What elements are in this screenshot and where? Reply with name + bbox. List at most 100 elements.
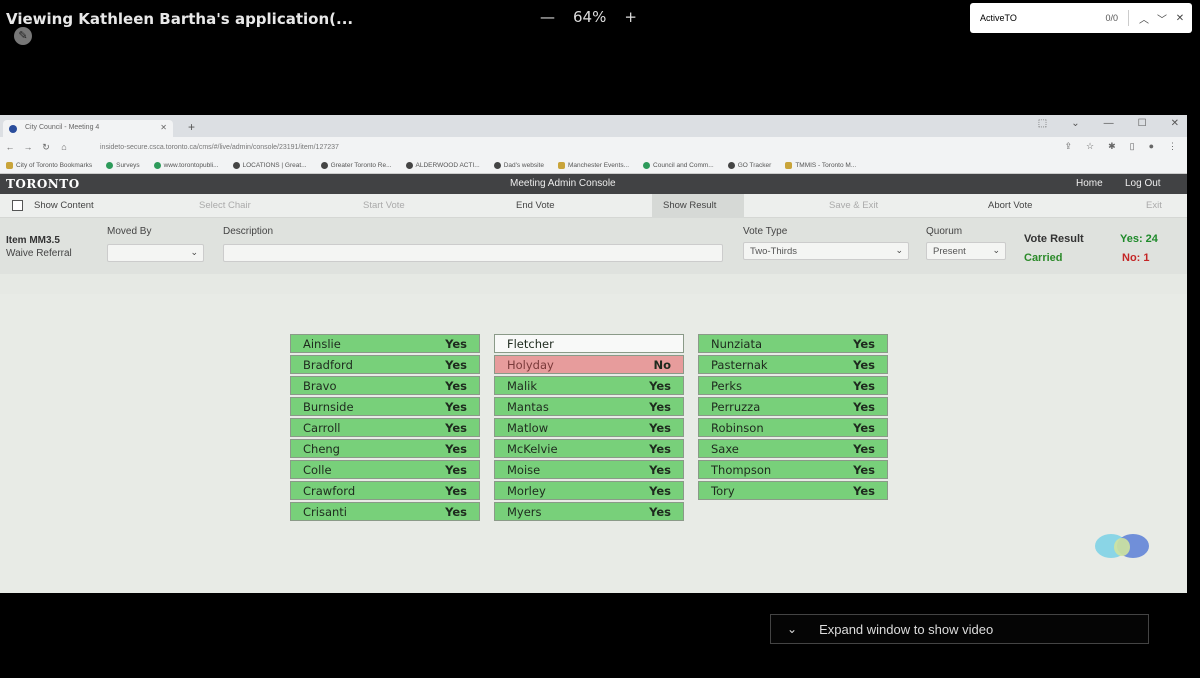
vote-value: Yes [853, 463, 875, 477]
annotate-icon[interactable]: ✎ [14, 27, 32, 45]
bookmark-star-icon[interactable]: ☆ [1085, 141, 1095, 151]
new-tab-icon[interactable]: + [188, 120, 196, 134]
councillor-vote-row: Cheng Yes [290, 439, 480, 458]
minimize-icon[interactable]: — [1103, 118, 1114, 129]
councillor-name: Burnside [303, 400, 354, 414]
extensions-icon[interactable]: ✱ [1108, 141, 1116, 151]
sidebar-icon[interactable]: ▯ [1129, 141, 1135, 151]
bookmark-item[interactable]: Greater Toronto Re... [320, 161, 392, 169]
show-content-checkbox[interactable] [12, 200, 23, 211]
url-field[interactable]: insideto-secure.csca.toronto.ca/cms/#/li… [100, 143, 339, 151]
bookmark-item[interactable]: Council and Comm... [643, 161, 714, 169]
councillor-name: Tory [711, 484, 735, 498]
reload-icon[interactable]: ↻ [42, 141, 50, 152]
close-icon[interactable]: ✕ [1175, 12, 1185, 24]
bookmark-item[interactable]: GO Tracker [727, 161, 771, 169]
exit-button[interactable]: Exit [1146, 200, 1162, 211]
zoom-out-button[interactable]: — [540, 8, 555, 26]
abort-vote-button[interactable]: Abort Vote [988, 200, 1033, 211]
councillor-name: Pasternak [711, 358, 768, 372]
vote-column-2: Fletcher Holyday No Malik Yes Mantas Yes Matlow… [494, 334, 684, 523]
address-bar: ← → ↻ ⌂ insideto-secure.csca.toronto.ca/… [0, 137, 1187, 157]
item-number: Item MM3.5 [6, 235, 60, 246]
profile-icon[interactable]: ⬚ [1037, 118, 1048, 129]
councillor-name: Matlow [507, 421, 549, 435]
find-count: 0/0 [1105, 13, 1118, 23]
start-vote-button[interactable]: Start Vote [363, 200, 405, 211]
councillor-vote-row: Nunziata Yes [698, 334, 888, 353]
site-icon [106, 161, 114, 169]
vote-board: Ainslie Yes Bradford Yes Bravo Yes Burnside Yes… [0, 294, 1187, 593]
councillor-vote-row: Fletcher [494, 334, 684, 353]
site-icon [643, 161, 651, 169]
folder-icon [557, 161, 565, 169]
vote-value: Yes [853, 421, 875, 435]
find-input[interactable] [980, 13, 1080, 23]
account-icon[interactable]: ● [1148, 141, 1154, 151]
vote-value: Yes [649, 379, 671, 393]
bookmark-item[interactable]: Dad's website [493, 161, 544, 169]
moved-by-select[interactable]: ⌄ [107, 244, 204, 262]
chevron-up-icon[interactable]: ︿ [1139, 14, 1149, 26]
end-vote-button[interactable]: End Vote [516, 200, 555, 211]
tab-search-icon[interactable]: ⌄ [1071, 118, 1080, 129]
councillor-vote-row: Moise Yes [494, 460, 684, 479]
select-chair-button[interactable]: Select Chair [199, 200, 251, 211]
chevron-down-icon[interactable]: ﹀ [1157, 14, 1167, 26]
description-label: Description [223, 226, 274, 237]
menu-icon[interactable]: ⋮ [1168, 141, 1177, 151]
councillor-vote-row: Morley Yes [494, 481, 684, 500]
no-count: No: 1 [1122, 252, 1150, 264]
quorum-select[interactable]: Present ⌄ [926, 242, 1006, 260]
site-icon [232, 161, 240, 169]
councillor-name: Nunziata [711, 337, 763, 351]
show-content-label[interactable]: Show Content [34, 200, 94, 211]
councillor-vote-row: Saxe Yes [698, 439, 888, 458]
show-result-button[interactable]: Show Result [663, 200, 717, 211]
expand-video-button[interactable]: ⌄ Expand window to show video [770, 614, 1149, 644]
vote-value: Yes [853, 358, 875, 372]
vote-toolbar: Show Content Select Chair Start Vote End… [0, 194, 1187, 218]
councillor-vote-row: Bradford Yes [290, 355, 480, 374]
councillor-vote-row: McKelvie Yes [494, 439, 684, 458]
councillor-vote-row: Crisanti Yes [290, 502, 480, 521]
councillor-vote-row: Perruzza Yes [698, 397, 888, 416]
folder-icon [6, 161, 13, 169]
vote-value: Yes [445, 337, 467, 351]
logout-link[interactable]: Log Out [1125, 178, 1161, 189]
app-title: Meeting Admin Console [510, 178, 616, 189]
chevron-down-icon: ⌄ [190, 247, 198, 257]
bookmark-item[interactable]: City of Toronto Bookmarks [6, 161, 92, 169]
maximize-icon[interactable]: ☐ [1137, 118, 1147, 129]
vote-value: Yes [445, 484, 467, 498]
window-close-icon[interactable]: ✕ [1170, 118, 1179, 129]
home-link[interactable]: Home [1076, 178, 1103, 189]
vote-type-select[interactable]: Two-Thirds ⌄ [743, 242, 909, 260]
councillor-vote-row: Crawford Yes [290, 481, 480, 500]
vote-value: Yes [649, 400, 671, 414]
councillor-vote-row: Ainslie Yes [290, 334, 480, 353]
bookmark-item[interactable]: Surveys [106, 161, 140, 169]
description-field[interactable] [223, 244, 723, 262]
tab-favicon-icon [9, 125, 17, 133]
back-icon[interactable]: ← [5, 142, 15, 152]
vote-value: Yes [445, 505, 467, 519]
bookmark-item[interactable]: LOCATIONS | Great... [232, 161, 307, 169]
bookmark-item[interactable]: ALDERWOOD ACTI... [405, 161, 480, 169]
share-icon[interactable]: ⇪ [1064, 141, 1072, 151]
save-exit-button[interactable]: Save & Exit [829, 200, 879, 211]
bookmark-item[interactable]: TMMIS - Toronto M... [785, 161, 856, 169]
bookmark-item[interactable]: www.torontopubli... [153, 161, 219, 169]
forward-icon[interactable]: → [23, 142, 33, 152]
browser-tab[interactable]: City Council - Meeting 4 ✕ [3, 120, 173, 137]
zoom-in-button[interactable]: + [624, 8, 637, 26]
vote-value: Yes [445, 442, 467, 456]
bookmark-item[interactable]: Manchester Events... [557, 161, 629, 169]
viewing-title: Viewing Kathleen Bartha's application(..… [6, 10, 354, 28]
window-controls: ⬚ ⌄ — ☐ ✕ [1038, 118, 1179, 129]
tab-close-icon[interactable]: ✕ [160, 123, 167, 132]
expand-label: Expand window to show video [819, 621, 994, 637]
moved-by-label: Moved By [107, 226, 152, 237]
home-icon[interactable]: ⌂ [61, 142, 67, 152]
councillor-name: Perks [711, 379, 742, 393]
